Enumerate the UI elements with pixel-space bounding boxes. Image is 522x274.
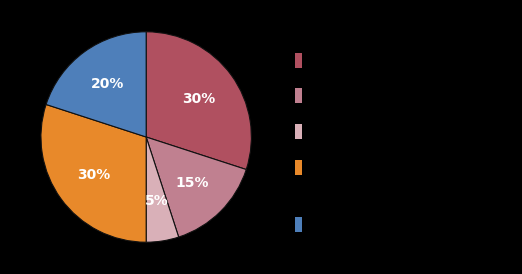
FancyBboxPatch shape [295, 159, 302, 175]
Text: 15%: 15% [175, 176, 209, 190]
Wedge shape [146, 137, 179, 242]
Wedge shape [146, 32, 252, 170]
Text: 30%: 30% [182, 92, 216, 106]
FancyBboxPatch shape [295, 53, 302, 68]
FancyBboxPatch shape [295, 124, 302, 139]
Text: 5%: 5% [145, 195, 168, 209]
FancyBboxPatch shape [295, 217, 302, 232]
Wedge shape [46, 32, 146, 137]
Wedge shape [146, 137, 246, 237]
Text: 30%: 30% [77, 168, 110, 182]
FancyBboxPatch shape [295, 88, 302, 103]
Text: 20%: 20% [91, 77, 125, 91]
Wedge shape [41, 104, 146, 242]
